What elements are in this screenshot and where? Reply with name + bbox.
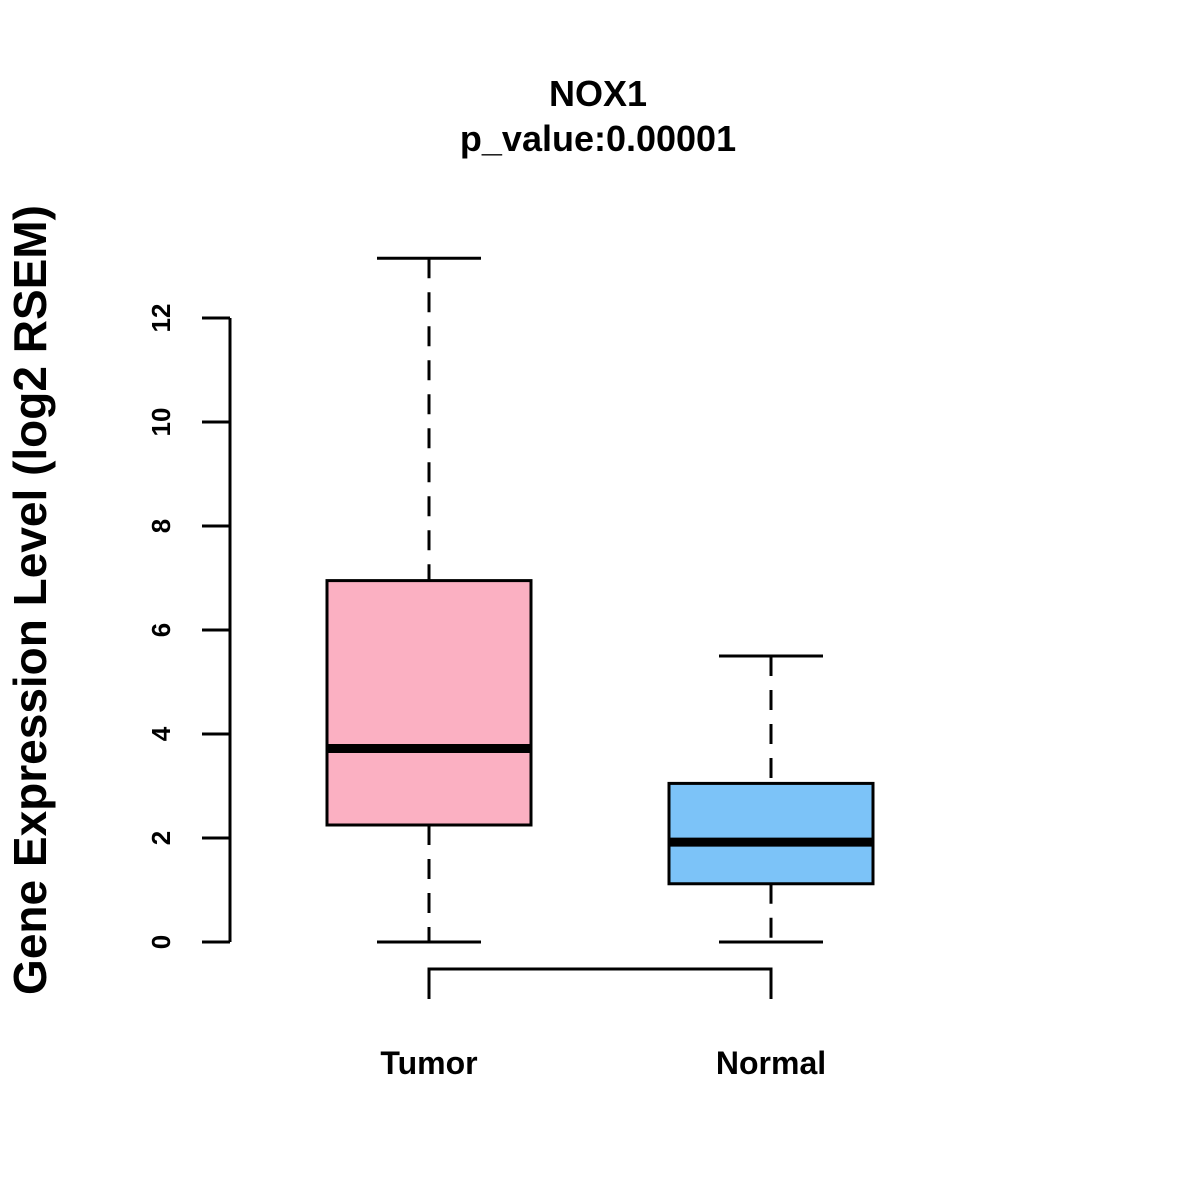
comparison-bracket [427,967,773,999]
y-tick-label: 12 [146,304,176,333]
y-tick-label: 2 [146,831,176,845]
iqr-box [667,781,875,886]
x-category-label: Tumor [380,1045,477,1081]
x-axis-labels: Tumor Normal [380,1045,826,1081]
y-tick-label: 6 [146,623,176,637]
x-category-label: Normal [716,1045,826,1081]
box-tumor [325,256,533,944]
chart-subtitle: p_value:0.00001 [460,118,736,159]
y-axis-label: Gene Expression Level (log2 RSEM) [4,205,56,995]
y-tick-label: 4 [146,726,176,741]
iqr-box [325,579,533,827]
box-normal [667,654,875,944]
bracket-line [427,967,773,999]
y-tick-label: 10 [146,408,176,437]
y-tick-label: 0 [146,935,176,949]
boxes-group [325,256,875,944]
y-tick-label: 8 [146,519,176,533]
y-axis: 0 2 4 6 8 10 12 [146,304,232,949]
chart-title: NOX1 [549,73,647,114]
